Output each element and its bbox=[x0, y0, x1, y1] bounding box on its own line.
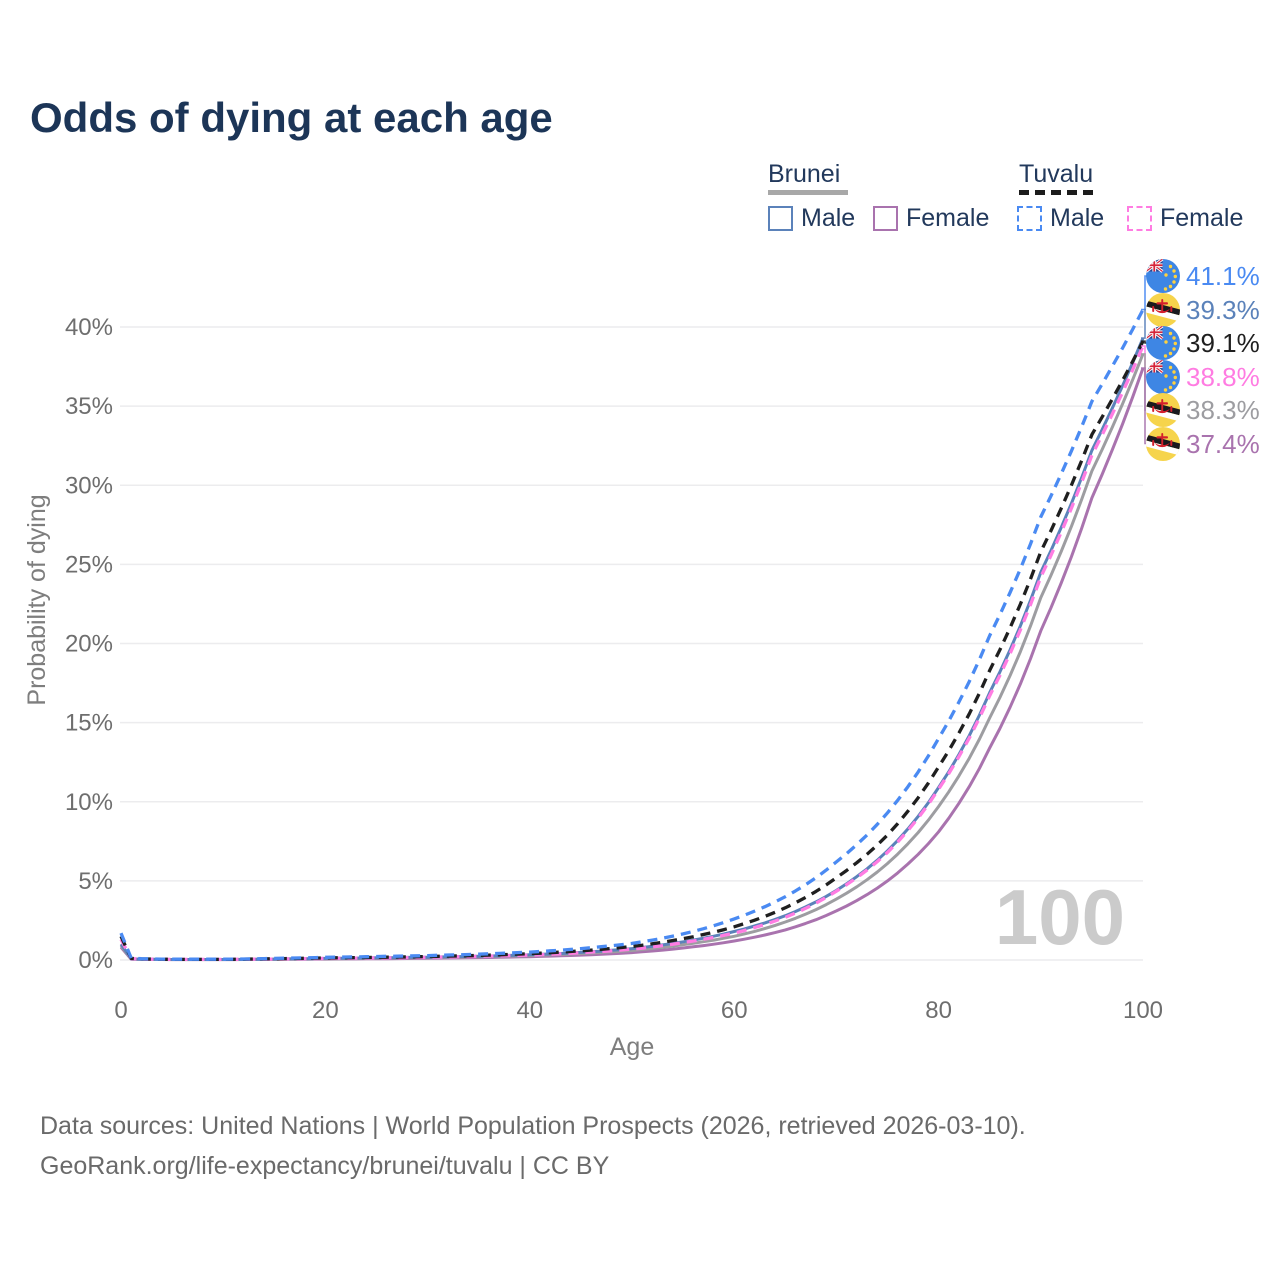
legend-item-label: Female bbox=[906, 203, 990, 232]
legend-item-label: Male bbox=[801, 203, 856, 232]
legend-item-tuvalu-female[interactable]: Female bbox=[1127, 204, 1243, 232]
svg-text:5%: 5% bbox=[78, 868, 113, 895]
tuvalu-flag-icon bbox=[1146, 259, 1180, 293]
legend-item-label: Female bbox=[1160, 203, 1244, 232]
svg-text:25%: 25% bbox=[65, 551, 113, 578]
legend-country-tuvalu: Tuvalu bbox=[1019, 160, 1094, 188]
end-label-brunei-male: 39.3% bbox=[1146, 293, 1260, 327]
legend-item-brunei-male[interactable]: Male bbox=[768, 204, 855, 232]
tuvalu-line-style-swatch bbox=[1019, 190, 1099, 195]
page-title: Odds of dying at each age bbox=[30, 94, 553, 141]
svg-text:Probability of dying: Probability of dying bbox=[23, 494, 51, 705]
end-value: 39.1% bbox=[1186, 328, 1260, 358]
legend-country-brunei: Brunei bbox=[768, 160, 841, 188]
svg-text:35%: 35% bbox=[65, 393, 113, 420]
checkbox-icon[interactable] bbox=[768, 205, 793, 231]
svg-text:15%: 15% bbox=[65, 710, 113, 737]
legend-item-brunei-female[interactable]: Female bbox=[873, 204, 989, 232]
legend-item-tuvalu-male[interactable]: Male bbox=[1017, 204, 1104, 232]
end-value: 38.3% bbox=[1186, 395, 1260, 425]
end-label-tuvalu-male: 41.1% bbox=[1146, 259, 1260, 293]
checkbox-icon[interactable] bbox=[1127, 205, 1152, 231]
end-label-brunei-female: 37.4% bbox=[1146, 427, 1260, 461]
checkbox-icon[interactable] bbox=[1017, 205, 1042, 231]
brunei-flag-icon bbox=[1146, 427, 1180, 461]
checkbox-icon[interactable] bbox=[873, 205, 898, 231]
end-label-brunei-both: 38.3% bbox=[1146, 393, 1260, 427]
svg-text:20: 20 bbox=[312, 997, 339, 1024]
tuvalu-flag-icon bbox=[1146, 360, 1180, 394]
end-value: 38.8% bbox=[1186, 362, 1260, 392]
end-value: 39.3% bbox=[1186, 295, 1260, 325]
end-label-tuvalu-female: 38.8% bbox=[1146, 360, 1260, 394]
svg-text:10%: 10% bbox=[65, 789, 113, 816]
end-value: 41.1% bbox=[1186, 261, 1260, 291]
legend-item-label: Male bbox=[1050, 203, 1105, 232]
svg-text:60: 60 bbox=[721, 997, 748, 1024]
svg-text:30%: 30% bbox=[65, 472, 113, 499]
end-value: 37.4% bbox=[1186, 429, 1260, 459]
svg-text:80: 80 bbox=[925, 997, 952, 1024]
attribution-line: GeoRank.org/life-expectancy/brunei/tuval… bbox=[40, 1152, 610, 1180]
svg-text:40%: 40% bbox=[65, 314, 113, 341]
brunei-flag-icon bbox=[1146, 293, 1180, 327]
end-label-tuvalu-both: 39.1% bbox=[1146, 326, 1260, 360]
tuvalu-flag-icon bbox=[1146, 326, 1180, 360]
svg-text:20%: 20% bbox=[65, 631, 113, 658]
svg-text:100: 100 bbox=[995, 873, 1125, 961]
svg-text:0%: 0% bbox=[78, 947, 113, 974]
svg-text:0: 0 bbox=[114, 997, 127, 1024]
brunei-line-style-swatch bbox=[768, 190, 848, 195]
svg-text:Age: Age bbox=[610, 1033, 654, 1061]
footer: Data sources: United Nations | World Pop… bbox=[40, 1106, 1026, 1186]
svg-text:100: 100 bbox=[1123, 997, 1163, 1024]
brunei-flag-icon bbox=[1146, 393, 1180, 427]
svg-text:40: 40 bbox=[516, 997, 543, 1024]
data-sources-line: Data sources: United Nations | World Pop… bbox=[40, 1112, 1026, 1140]
